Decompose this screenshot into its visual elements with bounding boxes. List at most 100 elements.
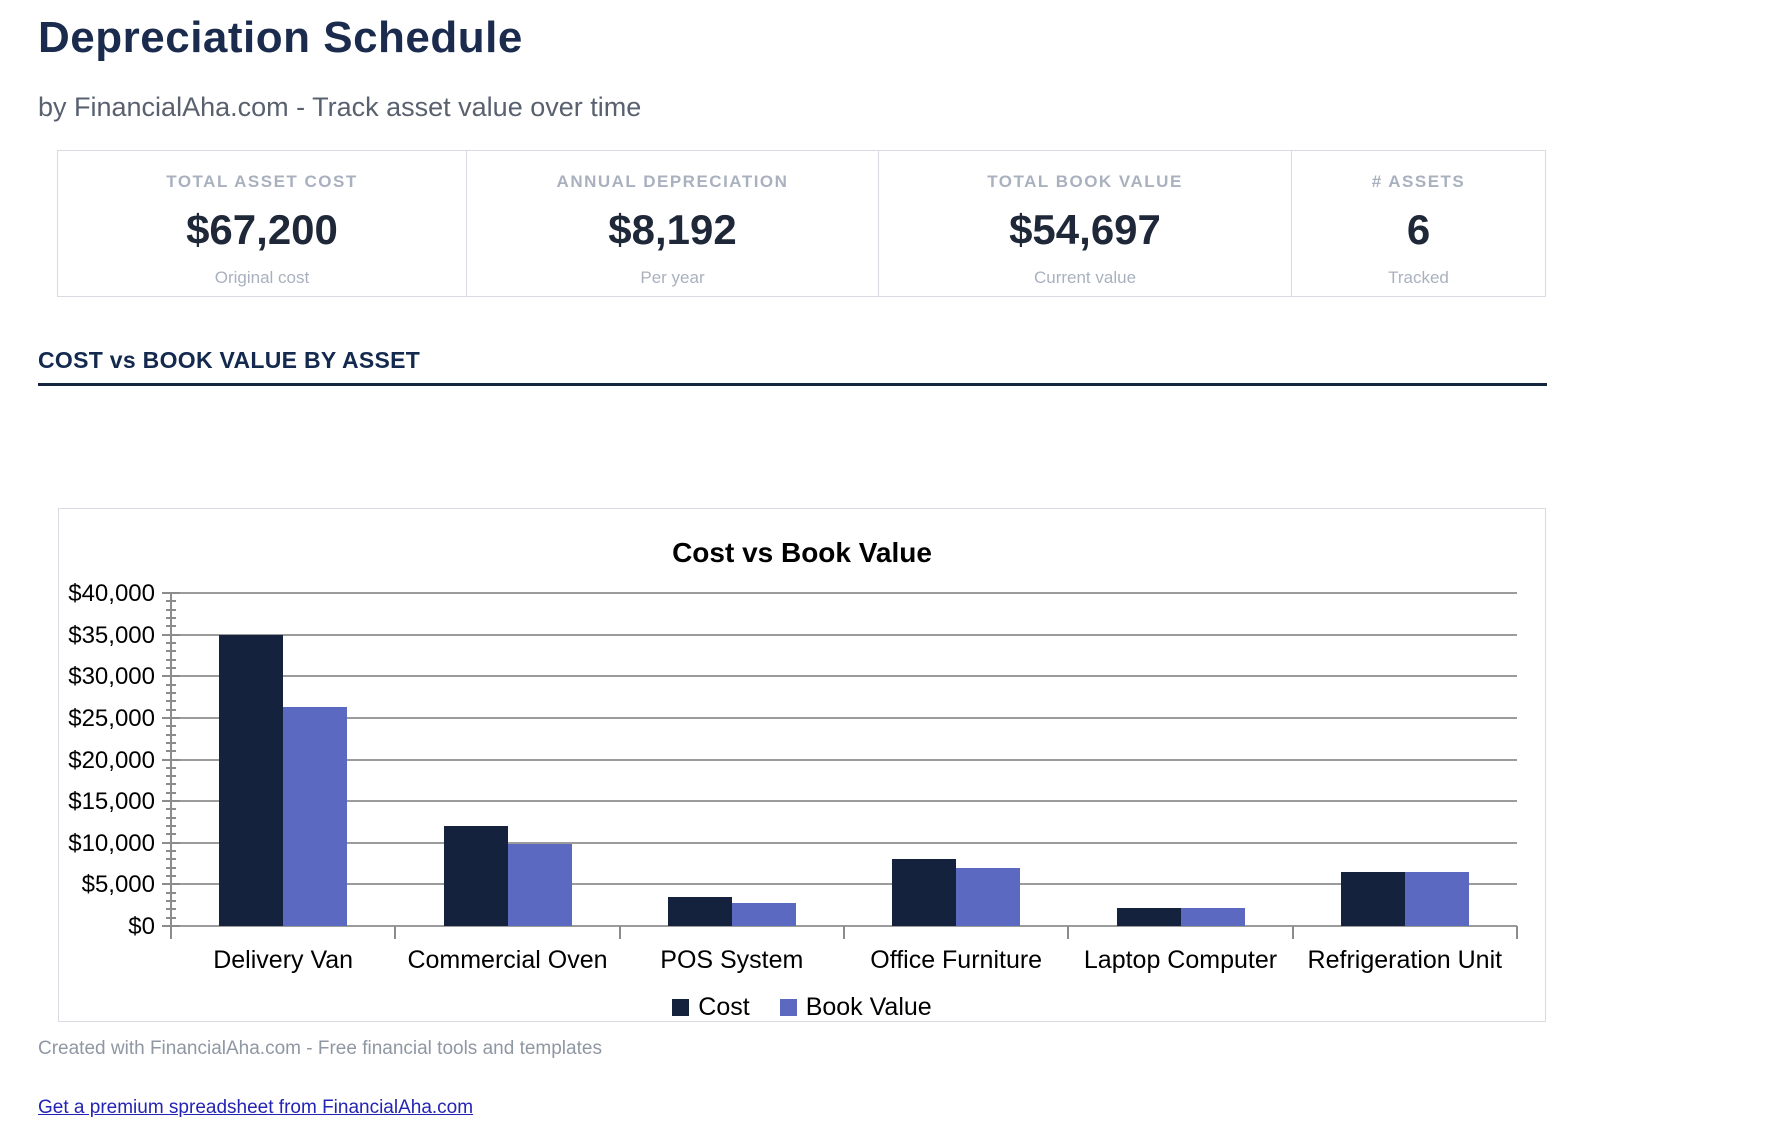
y-minor-tick: [166, 783, 176, 786]
kpi-cards-row: TOTAL ASSET COST $67,200 Original cost A…: [57, 150, 1547, 297]
y-minor-tick: [166, 608, 176, 611]
page: Depreciation Schedule by FinancialAha.co…: [0, 14, 1777, 1119]
gridline: [171, 592, 1517, 594]
kpi-subtext: Original cost: [214, 268, 310, 287]
premium-spreadsheet-link[interactable]: Get a premium spreadsheet from Financial…: [38, 1097, 474, 1118]
y-minor-tick: [166, 766, 176, 769]
y-axis-line: [170, 593, 172, 938]
y-minor-tick: [166, 658, 176, 661]
x-tick-label-office-furniture: Office Furniture: [870, 946, 1043, 974]
gridline: [171, 716, 1517, 719]
y-minor-tick: [166, 650, 176, 653]
kpi-label: TOTAL ASSET COST: [166, 172, 358, 191]
x-tick-label-pos-system: POS System: [660, 946, 804, 974]
bar-cost-refrigeration-unit: [1340, 871, 1405, 926]
kpi-label: ANNUAL DEPRECIATION: [556, 172, 789, 191]
x-axis-tick: [618, 926, 621, 939]
bar-book-value-pos-system: [731, 902, 796, 926]
legend-swatch-cost: [672, 999, 690, 1016]
gridline: [171, 883, 1517, 886]
gridline: [171, 800, 1517, 803]
y-tick-label: $20,000: [68, 746, 155, 774]
gridline: [171, 758, 1517, 761]
kpi-subtext: Per year: [640, 268, 705, 287]
y-minor-tick: [166, 725, 176, 728]
legend-label: Cost: [698, 993, 750, 1021]
legend-label: Book Value: [805, 993, 932, 1021]
legend-item-cost: Cost: [672, 993, 750, 1022]
y-major-tick: [162, 841, 180, 844]
y-major-tick: [162, 800, 180, 803]
y-major-tick: [162, 675, 180, 678]
y-minor-tick: [166, 808, 176, 811]
kpi-value: 6: [1406, 206, 1431, 253]
bar-book-value-refrigeration-unit: [1404, 871, 1469, 926]
x-axis-tick: [1516, 926, 1518, 939]
y-minor-tick: [166, 616, 176, 619]
y-minor-tick: [166, 916, 176, 919]
gridline: [171, 675, 1517, 678]
y-minor-tick: [166, 791, 176, 794]
kpi-subtext: Tracked: [1388, 268, 1449, 287]
bar-book-value-commercial-oven: [507, 843, 572, 926]
y-minor-tick: [166, 816, 176, 819]
y-minor-tick: [166, 600, 176, 603]
y-minor-tick: [166, 691, 176, 694]
y-minor-tick: [166, 741, 176, 744]
x-axis-tick: [394, 926, 397, 939]
kpi-label: # ASSETS: [1371, 172, 1466, 191]
y-minor-tick: [166, 750, 176, 753]
kpi-value: $67,200: [186, 206, 338, 253]
bar-cost-delivery-van: [219, 634, 284, 926]
footer-credit: Created with FinancialAha.com - Free fin…: [38, 1038, 602, 1059]
y-minor-tick: [166, 733, 176, 736]
gridline: [171, 633, 1517, 636]
y-minor-tick: [166, 900, 176, 903]
page-subtitle: by FinancialAha.com - Track asset value …: [38, 92, 642, 122]
y-tick-label: $15,000: [68, 788, 155, 816]
chart-title: Cost vs Book Value: [672, 537, 932, 568]
gridline: [171, 841, 1517, 844]
y-major-tick: [162, 716, 180, 719]
y-minor-tick: [166, 666, 176, 669]
y-tick-label: $30,000: [68, 663, 155, 691]
section-divider: [38, 383, 1547, 386]
y-tick-label: $25,000: [68, 704, 155, 732]
bar-cost-laptop-computer: [1116, 907, 1181, 926]
y-minor-tick: [166, 891, 176, 894]
legend-swatch-book-value: [779, 999, 797, 1016]
page-title: Depreciation Schedule: [38, 13, 523, 62]
x-axis-tick: [1291, 926, 1294, 939]
bar-book-value-delivery-van: [283, 707, 348, 926]
bar-cost-commercial-oven: [443, 826, 508, 926]
y-minor-tick: [166, 641, 176, 644]
y-tick-label: $40,000: [68, 580, 155, 607]
x-axis-tick: [843, 926, 845, 939]
plot-area: $0 $5,000 $10,000 $15,000 $20,000 $25,000 $30,…: [68, 580, 1518, 974]
y-tick-label: $10,000: [68, 829, 155, 857]
kpi-value: $54,697: [1009, 206, 1161, 253]
kpi-subtext: Current value: [1033, 268, 1137, 287]
bar-book-value-laptop-computer: [1180, 907, 1245, 926]
kpi-label: TOTAL BOOK VALUE: [987, 172, 1183, 191]
y-minor-tick: [166, 833, 176, 836]
y-minor-tick: [166, 858, 176, 861]
y-minor-tick: [166, 775, 176, 778]
y-minor-tick: [166, 700, 176, 703]
y-minor-tick: [166, 875, 176, 878]
chart-legend: Cost Book Value: [59, 993, 1545, 1022]
kpi-card-annual-depreciation: ANNUAL DEPRECIATION $8,192 Per year: [466, 150, 879, 297]
x-axis-tick: [170, 926, 172, 939]
y-major-tick: [162, 592, 180, 594]
y-minor-tick: [166, 683, 176, 686]
x-axis-tick: [1067, 926, 1070, 939]
legend-item-book-value: Book Value: [779, 993, 932, 1022]
kpi-value: $8,192: [608, 206, 737, 253]
y-tick-label: $0: [128, 913, 155, 940]
y-minor-tick: [166, 825, 176, 828]
y-minor-tick: [166, 708, 176, 711]
y-major-tick: [162, 883, 180, 886]
x-tick-label-laptop-computer: Laptop Computer: [1083, 946, 1278, 974]
x-tick-label-delivery-van: Delivery Van: [213, 946, 354, 974]
x-tick-label-commercial-oven: Commercial Oven: [407, 946, 608, 974]
